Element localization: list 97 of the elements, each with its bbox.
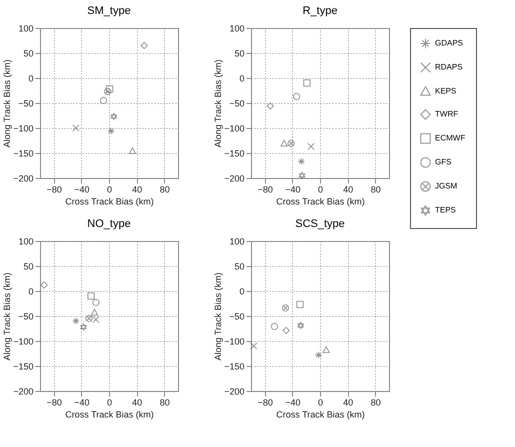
x-tick-label: 80: [160, 398, 170, 408]
point: [104, 88, 112, 96]
x-tick-label: −80: [258, 184, 273, 194]
chart-title: SCS_type: [295, 218, 345, 230]
y-tick-label: 0: [28, 74, 34, 84]
x-tick-label: 80: [370, 184, 381, 194]
x-tick-label: −80: [46, 184, 62, 194]
y-axis-title: Along Track Bias (km): [2, 59, 12, 148]
y-tick-label: −200: [224, 174, 244, 184]
legend-label: RDAPS: [435, 62, 463, 72]
x-tick-label: −40: [285, 398, 301, 408]
y-tick-label: 0: [239, 286, 244, 296]
x-axis-title: Cross Track Bias (km): [276, 410, 365, 420]
x-tick-label: 40: [343, 184, 354, 194]
y-tick-label: −200: [13, 174, 34, 184]
point: [87, 292, 95, 300]
legend-label: GFS: [435, 158, 452, 166]
chart-title: R_type: [302, 5, 338, 17]
x-tick-label: 0: [106, 184, 112, 194]
x-tick-label: 40: [132, 184, 142, 194]
point: [40, 281, 48, 289]
point: [292, 92, 300, 100]
x-axis-title: Cross Track Bias (km): [276, 196, 365, 206]
x-tick-label: −40: [285, 184, 301, 194]
x-tick-label: −40: [74, 398, 90, 408]
point: [282, 326, 290, 334]
point: [80, 323, 87, 331]
point: [282, 304, 290, 312]
y-axis-title: Along Track Bias (km): [2, 272, 12, 361]
y-tick-label: 100: [18, 24, 34, 34]
point: [322, 346, 330, 353]
point: [287, 140, 295, 148]
x-axis-title: Cross Track Bias (km): [65, 196, 154, 206]
point: [298, 172, 306, 180]
y-tick-label: −100: [224, 124, 244, 134]
chart-title: NO_type: [87, 218, 131, 230]
x-tick-label: −80: [46, 398, 62, 408]
x-tick-label: 0: [318, 398, 324, 408]
legend-label: ECMWF: [435, 134, 466, 142]
y-axis-title: Along Track Bias (km): [213, 272, 224, 361]
point: [72, 317, 80, 325]
chart-title: SM_type: [87, 5, 131, 17]
point: [296, 300, 304, 308]
y-tick-label: 100: [229, 236, 244, 246]
y-tick-label: 100: [18, 236, 34, 246]
y-tick-label: −50: [18, 98, 34, 108]
point: [298, 158, 305, 166]
y-tick-label: −150: [13, 148, 34, 158]
point: [280, 140, 288, 146]
y-tick-label: −50: [18, 312, 34, 322]
y-tick-label: −50: [229, 98, 244, 108]
y-tick-label: −100: [13, 124, 34, 134]
x-tick-label: 80: [370, 398, 381, 408]
y-tick-label: −150: [13, 362, 34, 372]
point: [250, 342, 258, 350]
x-axis-title: Cross Track Bias (km): [65, 410, 154, 420]
x-tick-label: −80: [258, 398, 273, 408]
point: [107, 127, 115, 135]
y-tick-label: 50: [23, 48, 34, 58]
legend-label: GDAPS: [435, 38, 464, 48]
y-tick-label: 100: [229, 24, 244, 34]
point: [128, 147, 136, 154]
x-tick-label: 0: [106, 398, 112, 408]
point: [297, 322, 304, 330]
y-tick-label: −200: [224, 386, 244, 396]
x-tick-label: 40: [132, 398, 142, 408]
legend-label: TEPS: [435, 206, 456, 214]
legend-label: KEPS: [435, 86, 456, 96]
y-tick-label: −200: [13, 386, 34, 396]
y-tick-label: −50: [229, 312, 244, 322]
point: [140, 42, 148, 50]
point: [72, 124, 80, 132]
legend-label: JGSM: [435, 182, 458, 190]
y-tick-label: 50: [23, 262, 34, 272]
y-tick-label: 0: [239, 74, 244, 84]
y-tick-label: 50: [234, 262, 244, 272]
y-tick-label: −100: [224, 336, 244, 346]
y-tick-label: 50: [234, 48, 244, 58]
y-axis-title: Along Track Bias (km): [213, 59, 224, 148]
y-tick-label: −100: [13, 336, 34, 346]
point: [90, 308, 98, 316]
x-tick-label: 40: [343, 398, 354, 408]
y-tick-label: −150: [224, 148, 244, 158]
legend-label: TWRF: [435, 110, 458, 118]
point: [110, 112, 118, 120]
y-tick-label: −150: [224, 362, 244, 372]
point: [92, 298, 100, 306]
point: [315, 351, 322, 359]
x-tick-label: 80: [160, 184, 170, 194]
x-tick-label: −40: [74, 184, 90, 194]
point: [303, 79, 311, 87]
point: [100, 96, 108, 104]
point: [266, 102, 274, 110]
point: [270, 322, 278, 330]
point: [106, 85, 114, 93]
x-tick-label: 0: [318, 184, 324, 194]
y-tick-label: 0: [28, 286, 34, 296]
